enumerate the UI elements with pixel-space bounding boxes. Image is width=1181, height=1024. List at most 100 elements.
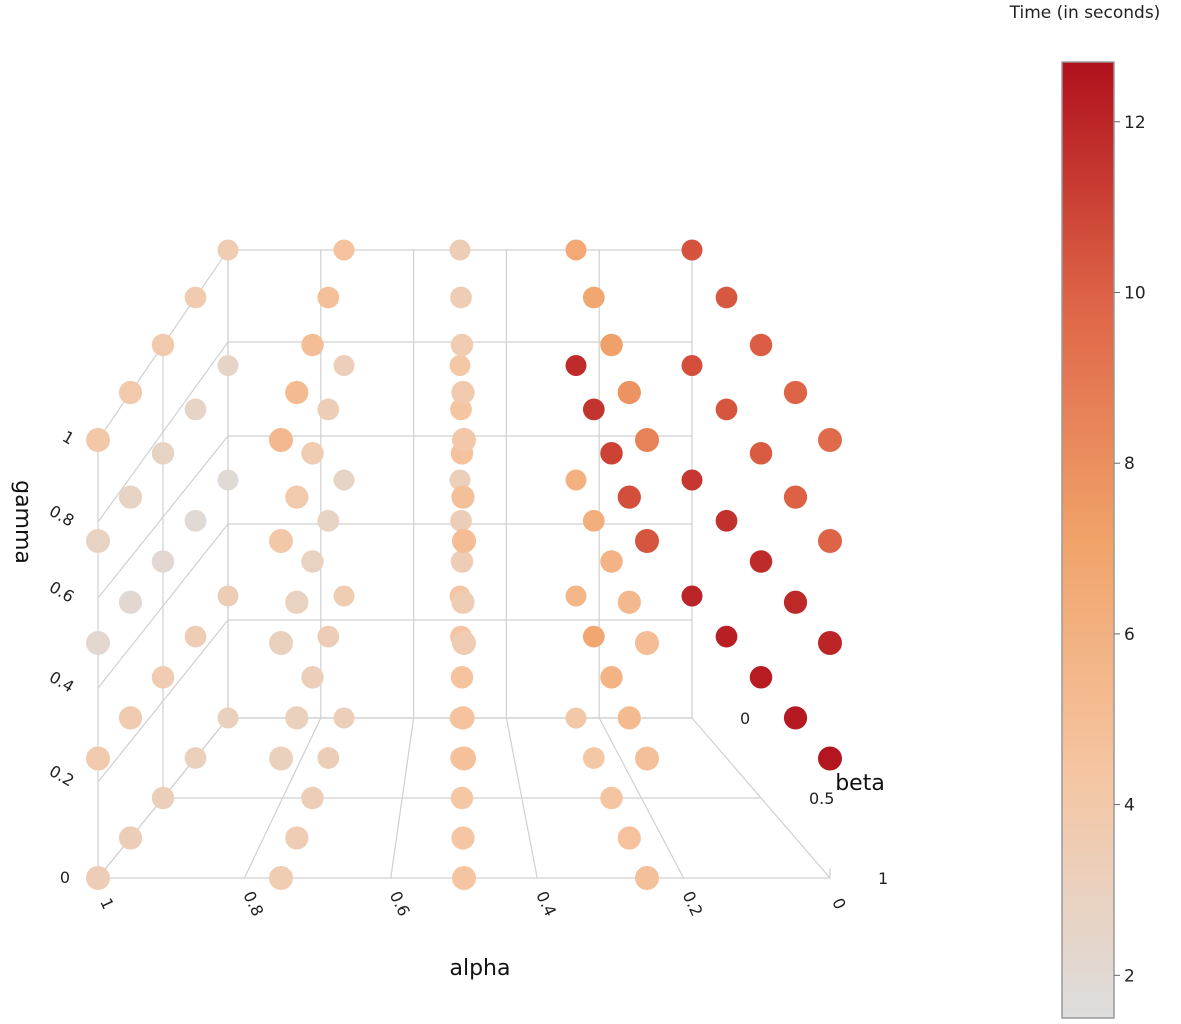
data-point [582, 625, 605, 648]
data-point [818, 529, 842, 553]
side-wall-grid-line [97, 619, 229, 783]
colorbar-tick-label: 4 [1124, 796, 1135, 816]
data-point [452, 529, 476, 553]
data-point [118, 485, 143, 509]
data-point [285, 706, 309, 730]
data-point [86, 866, 110, 890]
data-point [582, 398, 605, 421]
z-tick-label: 0.4 [46, 667, 78, 696]
z-tick-label: 0 [60, 868, 70, 887]
data-point [452, 631, 476, 655]
data-points [86, 239, 842, 890]
data-point [285, 590, 309, 614]
colorbar-tick-label: 12 [1124, 113, 1146, 133]
data-point [565, 585, 587, 607]
data-point [565, 239, 587, 261]
x-tick-label: 0.4 [532, 888, 560, 919]
data-point [317, 625, 340, 648]
data-point [184, 509, 207, 532]
data-point [118, 826, 143, 850]
data-point [333, 239, 355, 261]
data-point [818, 746, 842, 771]
data-point [86, 428, 110, 452]
data-point [565, 469, 587, 491]
data-point [301, 666, 324, 689]
data-point [749, 442, 773, 465]
data-point [451, 826, 475, 850]
data-point [783, 706, 808, 730]
data-point [617, 706, 641, 730]
data-point [301, 442, 324, 465]
data-point [333, 355, 355, 376]
data-point [783, 590, 808, 614]
data-point [269, 428, 293, 452]
data-point [450, 286, 472, 309]
x-tick-label: 1 [96, 895, 118, 912]
data-point [151, 666, 175, 689]
x-axis-title: alpha [450, 956, 511, 981]
data-point [450, 666, 474, 689]
x-tick-label: 0.6 [386, 888, 414, 919]
data-point [317, 286, 340, 309]
data-point [184, 286, 207, 309]
side-wall-grid-line [97, 523, 229, 689]
data-point [715, 286, 738, 309]
data-point [749, 550, 773, 573]
data-point [333, 585, 355, 607]
data-point [285, 485, 309, 509]
data-point [449, 469, 471, 491]
data-point [450, 550, 474, 573]
data-point [749, 666, 773, 689]
z-tick-label: 0.2 [46, 761, 78, 790]
data-point [118, 706, 143, 730]
data-point [715, 398, 738, 421]
x-tick-label: 0.8 [239, 888, 267, 919]
data-point [317, 747, 340, 769]
data-point [449, 239, 471, 261]
data-point [151, 550, 175, 573]
y-tick-label: 0.5 [809, 789, 834, 808]
data-point [452, 746, 476, 771]
data-point [600, 550, 623, 573]
data-point [269, 866, 293, 890]
data-point [635, 631, 659, 655]
colorbar-tick-label: 10 [1124, 283, 1146, 303]
data-point [317, 509, 340, 532]
data-point [151, 442, 175, 465]
data-point [217, 707, 239, 729]
data-point [184, 398, 207, 421]
data-point [301, 550, 324, 573]
data-point [450, 509, 472, 532]
data-point [582, 286, 605, 309]
data-point [617, 590, 641, 614]
colorbar-tick-label: 2 [1124, 966, 1135, 986]
axis-titles: alpha beta gamma [10, 480, 885, 981]
data-point [217, 469, 239, 491]
data-point [217, 239, 239, 261]
y-tick-label: 0 [740, 709, 750, 728]
data-point [269, 631, 293, 655]
data-point [783, 485, 808, 509]
data-point [333, 469, 355, 491]
data-point [451, 706, 475, 730]
side-wall-grid-line [97, 435, 229, 599]
data-point [449, 355, 471, 376]
data-point [452, 428, 476, 452]
data-point [617, 380, 641, 405]
colorbar-tick-label: 6 [1124, 625, 1135, 645]
data-point [118, 590, 143, 614]
data-point [86, 746, 110, 771]
colorbar-gradient [1061, 61, 1115, 1019]
data-point [818, 631, 842, 655]
data-point [617, 485, 641, 509]
data-point [451, 380, 475, 405]
data-point [301, 333, 324, 357]
colorbar-title: Time (in seconds) [1009, 3, 1161, 23]
data-point [86, 529, 110, 553]
data-point [451, 590, 475, 614]
data-point [269, 746, 293, 771]
data-point [681, 585, 703, 607]
data-point [565, 355, 587, 376]
data-point [635, 866, 659, 890]
y-tick-label: 1 [878, 869, 888, 888]
